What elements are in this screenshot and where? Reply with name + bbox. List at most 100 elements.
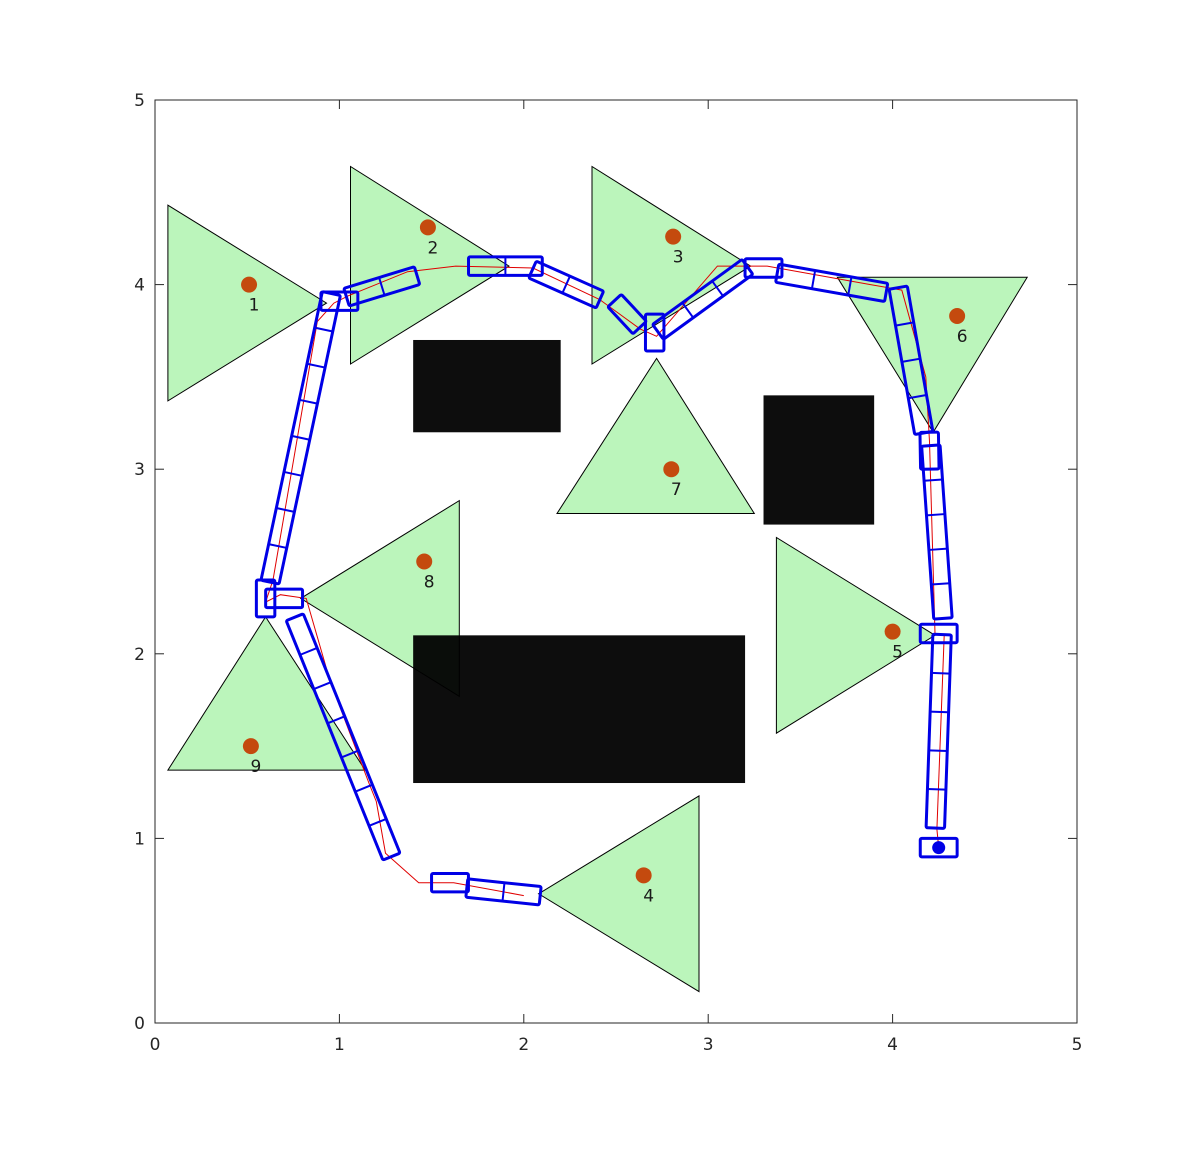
robot-segment-divider xyxy=(928,749,948,752)
y-tick-label: 4 xyxy=(134,276,145,296)
x-tick-label: 0 xyxy=(150,1035,161,1055)
robot-segment-divider xyxy=(299,647,318,656)
target-point-6 xyxy=(949,307,966,324)
robot-segment-divider xyxy=(501,882,506,902)
robot-segment-10 xyxy=(643,312,666,353)
target-point-9 xyxy=(242,738,259,755)
robot-segment-divider xyxy=(368,818,387,827)
target-point-4 xyxy=(635,867,652,884)
robot-segment-divider xyxy=(927,788,946,791)
target-point-2 xyxy=(419,219,436,236)
robot-segment-divider xyxy=(291,434,310,441)
robot-segment-4 xyxy=(920,443,954,621)
target-label-5: 5 xyxy=(892,643,903,663)
robot-segment-divider xyxy=(561,275,571,294)
robot-segments xyxy=(254,255,959,907)
robot-segment-1 xyxy=(918,836,959,859)
x-tick-label: 3 xyxy=(703,1035,714,1055)
robot-segment-16 xyxy=(259,290,342,586)
robot-segment-divider xyxy=(908,394,927,400)
target-point-3 xyxy=(665,228,682,245)
robot-segment-divider xyxy=(931,582,950,586)
robot-segment-21 xyxy=(464,877,543,907)
robot-segment-outline xyxy=(264,587,305,610)
robot-segment-9 xyxy=(651,258,754,341)
target-point-7 xyxy=(663,461,680,478)
target-point-1 xyxy=(241,276,258,293)
target-label-8: 8 xyxy=(424,573,435,593)
robot-segment-divider xyxy=(930,710,949,714)
robot-segment-divider xyxy=(283,470,303,477)
robot-segment-outline xyxy=(651,258,754,341)
robot-segment-7 xyxy=(774,262,890,303)
robot-segment-divider xyxy=(378,277,386,296)
target-label-3: 3 xyxy=(673,248,684,268)
robot-segment-12 xyxy=(527,260,605,310)
sensor-triangles xyxy=(166,165,1029,993)
robot-segment-8 xyxy=(743,257,784,279)
robot-segment-divider xyxy=(306,362,326,369)
target-label-4: 4 xyxy=(643,886,654,906)
obstacle-3 xyxy=(413,635,746,784)
robot-segment-divider xyxy=(923,478,943,482)
robot-segment-divider xyxy=(276,507,295,513)
target-label-2: 2 xyxy=(427,238,438,258)
target-label-1: 1 xyxy=(249,296,260,316)
robot-segment-divider xyxy=(268,543,287,549)
target-label-7: 7 xyxy=(671,480,682,500)
robot-segment-divider xyxy=(901,357,921,363)
target-point-8 xyxy=(416,553,433,570)
sensor-triangle-1 xyxy=(167,204,328,402)
robot-segment-divider xyxy=(711,280,724,297)
x-tick-label: 4 xyxy=(887,1035,898,1055)
robot-segment-divider xyxy=(341,749,359,759)
target-point-5 xyxy=(884,623,901,640)
robot-segment-outline xyxy=(920,443,954,621)
robot-segment-divider xyxy=(681,302,695,319)
robot-segment-divider xyxy=(926,513,945,517)
robot-segment-divider xyxy=(928,547,948,551)
y-tick-label: 3 xyxy=(134,460,145,480)
robot-segment-outline xyxy=(918,622,959,645)
obstacle-2 xyxy=(763,395,875,525)
robot-segment-13 xyxy=(467,255,544,277)
robot-segment-outline xyxy=(467,255,544,277)
robot-segment-outline xyxy=(743,257,784,279)
y-tick-label: 2 xyxy=(134,645,145,665)
sensor-triangle-5 xyxy=(775,536,936,735)
robot-segment-outline xyxy=(254,578,277,619)
robot-segment-18 xyxy=(264,587,305,610)
robot-start-marker xyxy=(932,841,946,855)
robot-segment-divider xyxy=(313,681,332,690)
target-label-6: 6 xyxy=(957,327,968,347)
robot-segment-outline xyxy=(464,877,543,907)
target-label-9: 9 xyxy=(250,757,261,777)
axis-ticks: 0 1 2 3 4 5 0 1 2 3 4 5 xyxy=(134,91,1082,1055)
robot-segment-divider xyxy=(354,783,373,793)
sensor-triangle-3 xyxy=(591,165,752,365)
robot-segment-outline xyxy=(643,312,666,353)
sensor-triangle-7 xyxy=(556,357,756,514)
y-tick-label: 0 xyxy=(134,1014,145,1034)
robot-segment-divider xyxy=(327,715,346,725)
robot-segment-outline xyxy=(606,293,648,335)
robot-segment-outline xyxy=(887,284,935,436)
robot-segment-19 xyxy=(285,612,402,862)
robot-segment-outline xyxy=(918,836,959,859)
x-tick-label: 1 xyxy=(334,1035,345,1055)
robot-segment-6 xyxy=(887,284,935,436)
axes-frame xyxy=(154,99,1078,1024)
robot-segment-outline xyxy=(774,262,890,303)
y-tick-label: 5 xyxy=(134,91,145,111)
robot-segment-11 xyxy=(606,293,648,335)
robot-segment-divider xyxy=(931,671,950,675)
robot-segment-divider xyxy=(810,270,817,289)
robot-segment-divider xyxy=(847,276,853,296)
x-tick-label: 5 xyxy=(1072,1035,1083,1055)
robot-segment-divider xyxy=(895,321,914,327)
robot-segment-14 xyxy=(342,265,421,308)
robot-segment-2 xyxy=(924,632,953,830)
obstacles xyxy=(413,339,875,784)
robot-segment-divider xyxy=(299,398,318,405)
y-tick-label: 1 xyxy=(134,829,145,849)
